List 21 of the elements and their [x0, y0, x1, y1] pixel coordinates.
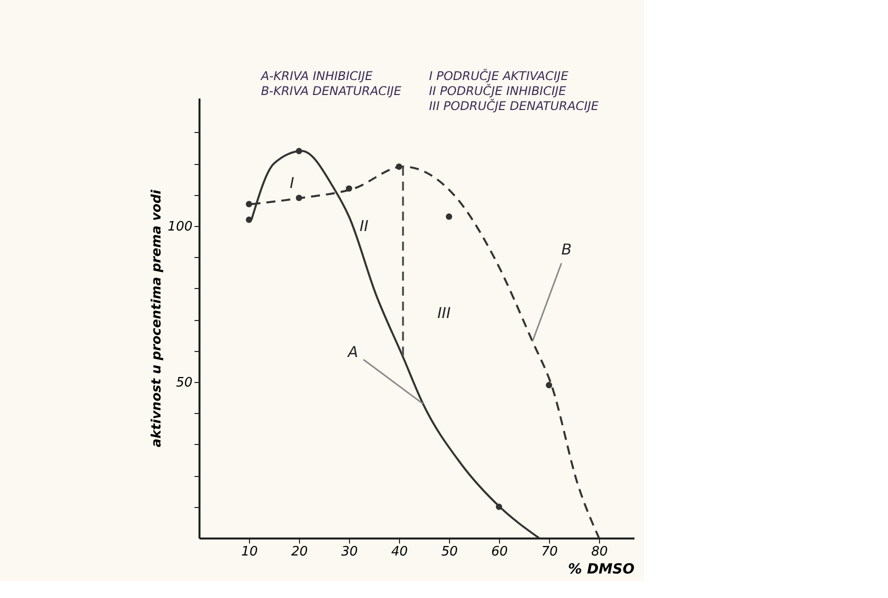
- annotation: A: [346, 342, 358, 361]
- x-tick-label: 30: [341, 544, 358, 560]
- annotation: III: [437, 304, 452, 322]
- x-tick-label: 80: [591, 544, 608, 560]
- x-tick-label: 20: [291, 544, 308, 560]
- x-tick-label: 60: [491, 544, 508, 560]
- text: B-KRIVA DENATURACIJE: [261, 84, 402, 98]
- x-tick-label: 70: [541, 544, 558, 560]
- x-tick-label: 40: [391, 544, 408, 560]
- text: A-KRIVA INHIBICIJE: [260, 69, 374, 83]
- annotation: B: [561, 240, 572, 258]
- text: I PODRUČJE AKTIVACIJE: [429, 68, 569, 83]
- text: II PODRUČJE INHIBICIJE: [429, 83, 567, 98]
- y-tick-label: 100: [168, 219, 192, 234]
- annotation: II: [360, 217, 369, 235]
- y-axis-title: aktivnost u procentima prema vodi: [150, 189, 165, 448]
- x-tick-label: 10: [241, 544, 258, 560]
- x-tick-label: 50: [441, 544, 458, 560]
- annotation: III PODRUČJE DENATURACIJE: [429, 98, 600, 113]
- x-axis-title: % DMSO: [568, 562, 635, 578]
- annotation: I: [290, 174, 295, 192]
